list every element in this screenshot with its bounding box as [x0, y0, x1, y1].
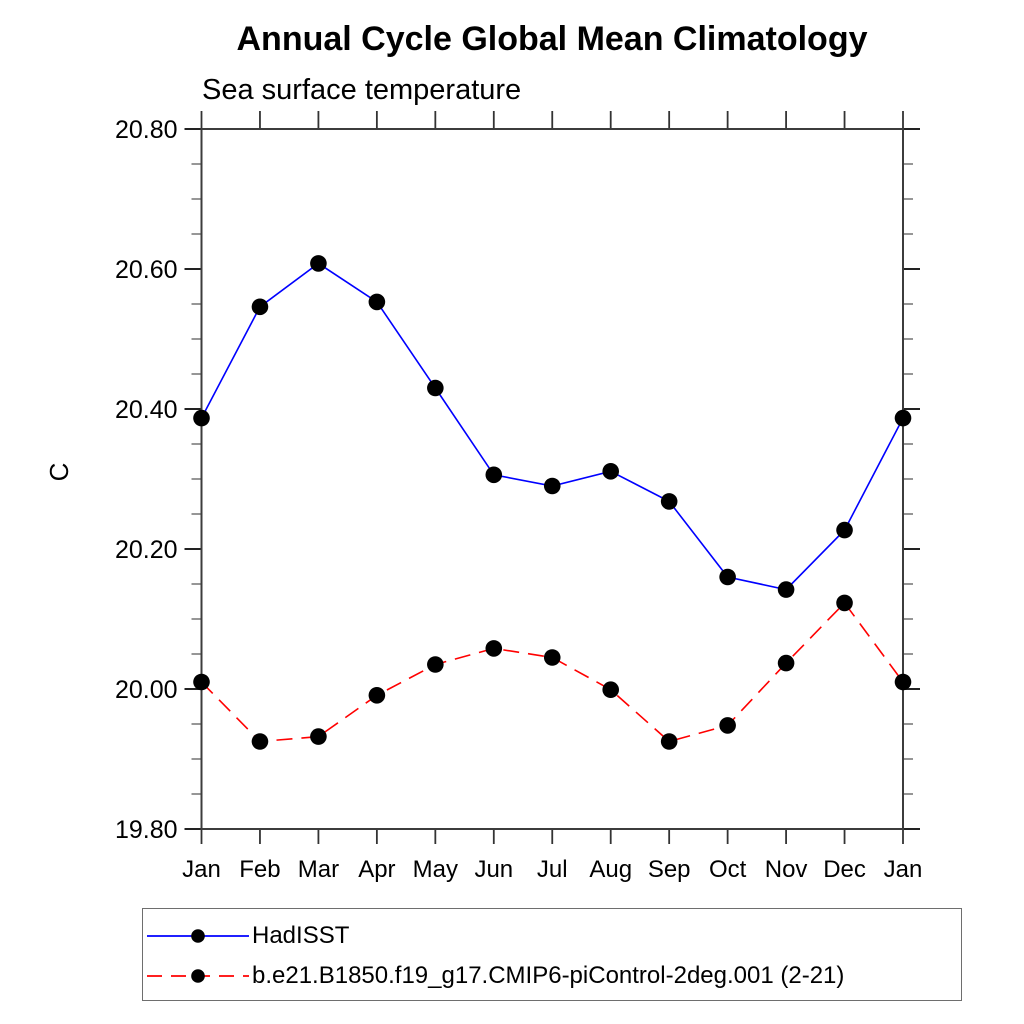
- data-point-marker-1: [719, 717, 736, 734]
- y-tick-label: 20.60: [115, 256, 178, 284]
- data-point-marker-1: [602, 681, 620, 698]
- data-point-marker-0: [836, 521, 853, 539]
- x-tick-label: Jul: [537, 856, 568, 883]
- data-point-marker-1: [368, 687, 386, 704]
- x-tick-label: Jun: [474, 856, 513, 883]
- data-point-marker-1: [427, 656, 444, 673]
- x-tick-label: Nov: [765, 856, 808, 883]
- x-tick-label: Sep: [648, 856, 691, 883]
- data-point-marker-0: [894, 409, 912, 427]
- y-tick-label: 20.40: [115, 396, 178, 424]
- x-tick-label: Feb: [239, 856, 280, 883]
- x-tick-label: May: [413, 856, 458, 883]
- x-tick-label: Aug: [589, 856, 632, 883]
- x-tick-label: Jan: [884, 856, 923, 883]
- x-tick-label: Dec: [823, 856, 866, 883]
- y-tick-label: 20.00: [115, 676, 178, 704]
- data-point-marker-0: [660, 493, 678, 510]
- legend-item-hadisst: HadISST: [143, 922, 349, 950]
- axis-frame: [200, 128, 904, 830]
- chart-subtitle: Sea surface temperature: [202, 74, 522, 106]
- legend-label: b.e21.B1850.f19_g17.CMIP6-piControl-2deg…: [252, 962, 845, 989]
- data-point-marker-0: [777, 581, 795, 598]
- data-point-marker-1: [894, 673, 912, 691]
- data-point-marker-1: [836, 594, 853, 612]
- legend-line-sample-dashed: [147, 969, 249, 983]
- legend: HadISST b.e21.B1850.f19_g17.CMIP6-piCont…: [142, 908, 962, 1001]
- data-point-marker-0: [251, 298, 269, 316]
- legend-item-model: b.e21.B1850.f19_g17.CMIP6-piControl-2deg…: [143, 962, 844, 990]
- legend-marker-icon: [191, 969, 205, 983]
- y-tick-label: 20.20: [115, 536, 178, 564]
- legend-label: HadISST: [252, 922, 350, 949]
- data-point-marker-1: [777, 654, 795, 672]
- data-point-marker-0: [427, 379, 444, 397]
- x-tick-label: Oct: [709, 856, 747, 883]
- data-point-marker-0: [193, 409, 210, 427]
- data-point-marker-0: [485, 466, 503, 484]
- x-tick-label: Mar: [298, 856, 339, 883]
- legend-marker-icon: [191, 929, 205, 943]
- data-point-marker-1: [310, 728, 327, 745]
- data-point-marker-1: [193, 673, 210, 691]
- x-tick-label: Apr: [358, 856, 395, 883]
- data-point-marker-0: [719, 568, 736, 586]
- data-point-marker-0: [368, 293, 386, 311]
- data-point-marker-0: [310, 255, 327, 272]
- y-axis-label: C: [44, 463, 74, 482]
- data-point-marker-1: [660, 733, 678, 750]
- data-point-marker-1: [485, 640, 503, 657]
- series-line-0: [200, 262, 904, 591]
- data-point-marker-0: [543, 477, 561, 495]
- data-point-marker-1: [543, 649, 561, 666]
- legend-line-sample-solid: [147, 929, 249, 943]
- y-tick-label: 20.80: [115, 116, 178, 144]
- y-tick-label: 19.80: [115, 816, 178, 844]
- data-point-marker-1: [251, 733, 269, 750]
- x-tick-label: Jan: [182, 856, 221, 883]
- data-point-marker-0: [602, 463, 620, 480]
- series-line-1: [200, 601, 904, 743]
- chart-title: Annual Cycle Global Mean Climatology: [236, 20, 868, 58]
